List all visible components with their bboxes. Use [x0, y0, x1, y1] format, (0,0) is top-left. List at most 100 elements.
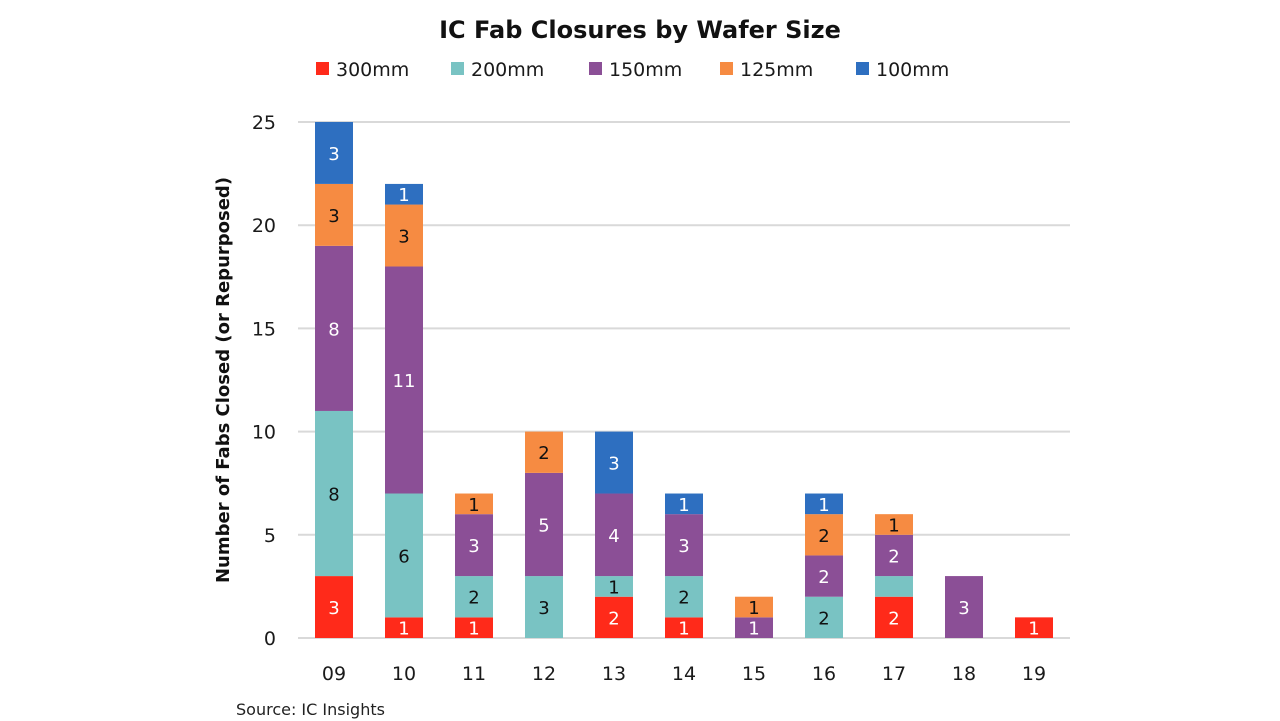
- data-label: 2: [538, 443, 549, 464]
- bar-segment-150mm-14: [665, 514, 703, 577]
- bar-segment-125mm-09: [315, 183, 353, 246]
- bar-segment-100mm-14: [665, 493, 703, 515]
- data-label: 1: [1028, 619, 1039, 640]
- x-tick-label: 18: [952, 663, 976, 685]
- data-label: 2: [888, 608, 899, 629]
- gridlines: [298, 121, 1070, 639]
- data-label: 3: [328, 206, 339, 227]
- data-label: 1: [468, 495, 479, 516]
- x-tick-label: 11: [462, 663, 486, 685]
- data-label: 11: [393, 371, 416, 392]
- bar-stack-15: 11: [735, 596, 773, 640]
- data-label: 3: [468, 536, 479, 557]
- legend-item-300mm: 300mm: [316, 59, 409, 81]
- bar-segment-200mm-11: [455, 576, 493, 618]
- data-label: 2: [468, 588, 479, 609]
- data-label: 2: [888, 546, 899, 567]
- data-label: 3: [608, 454, 619, 475]
- bar-segment-150mm-10: [385, 266, 423, 494]
- data-label: 3: [328, 144, 339, 165]
- x-tick-label: 14: [672, 663, 696, 685]
- data-label: 1: [608, 577, 619, 598]
- bar-segment-150mm-13: [595, 493, 633, 577]
- y-tick-label: 15: [252, 318, 276, 340]
- data-label: 1: [748, 619, 759, 640]
- y-tick-label: 20: [252, 215, 276, 237]
- bar-segment-300mm-14: [665, 617, 703, 638]
- bar-segment-100mm-13: [595, 431, 633, 494]
- bar-segment-125mm-16: [805, 514, 843, 556]
- bar-segment-125mm-12: [525, 431, 563, 473]
- legend-swatch: [856, 62, 869, 75]
- data-label: 6: [398, 546, 409, 567]
- data-label: 1: [888, 515, 899, 536]
- data-label: 2: [678, 588, 689, 609]
- bar-segment-125mm-17: [875, 514, 913, 535]
- bar-segment-300mm-19: [1015, 617, 1053, 638]
- y-tick-label: 5: [264, 525, 276, 547]
- source-note: Source: IC Insights: [236, 700, 385, 719]
- bar-segment-150mm-12: [525, 472, 563, 577]
- x-tick-label: 17: [882, 663, 906, 685]
- data-label: 1: [818, 495, 829, 516]
- bar-segment-200mm-12: [525, 576, 563, 638]
- y-axis-ticks: 0 5 10 15 20 25: [252, 112, 276, 650]
- data-label: 3: [398, 227, 409, 248]
- data-label: 8: [328, 485, 339, 506]
- bar-segment-300mm-17: [875, 596, 913, 638]
- data-label: 5: [538, 515, 549, 536]
- data-label: 8: [328, 319, 339, 340]
- data-label: 3: [958, 598, 969, 619]
- data-label: 1: [678, 619, 689, 640]
- y-tick-label: 10: [252, 422, 276, 444]
- legend-item-100mm: 100mm: [856, 59, 949, 81]
- bar-stack-16: 2 2 2 1: [805, 493, 843, 638]
- bar-stack-18: 3: [945, 576, 983, 638]
- bar-segment-150mm-09: [315, 245, 353, 411]
- x-tick-label: 09: [322, 663, 346, 685]
- bar-stack-10: 1 6 11 3 1: [385, 183, 423, 640]
- bar-stack-11: 1 2 3 1: [455, 493, 493, 640]
- bar-segment-125mm-10: [385, 204, 423, 267]
- data-label: 2: [818, 608, 829, 629]
- bar-segment-200mm-14: [665, 576, 703, 618]
- bar-segment-125mm-11: [455, 493, 493, 515]
- bar-segment-150mm-17: [875, 534, 913, 577]
- bar-stack-12: 3 5 2: [525, 431, 563, 638]
- bar-segment-200mm-17: [875, 576, 913, 597]
- data-label: 3: [538, 598, 549, 619]
- legend-label: 300mm: [336, 59, 409, 81]
- bar-segment-100mm-09: [315, 122, 353, 184]
- bar-segment-300mm-09: [315, 576, 353, 638]
- chart-title: IC Fab Closures by Wafer Size: [439, 16, 841, 44]
- bar-segment-200mm-10: [385, 493, 423, 618]
- x-tick-label: 15: [742, 663, 766, 685]
- data-label: 1: [468, 619, 479, 640]
- bar-stack-13: 2 1 4 3: [595, 431, 633, 638]
- x-axis-ticks: 09 10 11 12 13 14 15 16 17 18 19: [322, 663, 1046, 685]
- bar-stack-14: 1 2 3 1: [665, 493, 703, 640]
- bar-segment-150mm-11: [455, 514, 493, 577]
- bar-stack-09: 3 8 8 3 3: [315, 122, 353, 638]
- legend-item-150mm: 150mm: [589, 59, 682, 81]
- data-label: 3: [328, 598, 339, 619]
- bar-segment-150mm-15: [735, 617, 773, 638]
- data-label: 1: [678, 495, 689, 516]
- legend-label: 150mm: [609, 59, 682, 81]
- bar-segment-150mm-18: [945, 576, 983, 638]
- legend-swatch: [451, 62, 464, 75]
- legend-swatch: [589, 62, 602, 75]
- bar-stack-19: 1: [1015, 617, 1053, 640]
- data-label: 2: [608, 608, 619, 629]
- data-label: 1: [398, 185, 409, 206]
- x-tick-label: 13: [602, 663, 626, 685]
- data-label: 2: [818, 526, 829, 547]
- x-tick-label: 12: [532, 663, 556, 685]
- legend-swatch: [316, 62, 329, 75]
- bar-segment-125mm-15: [735, 596, 773, 618]
- legend: 300mm 200mm 150mm 125mm 100mm: [316, 59, 949, 81]
- bar-segment-150mm-16: [805, 555, 843, 597]
- data-label: 4: [608, 526, 619, 547]
- legend-item-200mm: 200mm: [451, 59, 544, 81]
